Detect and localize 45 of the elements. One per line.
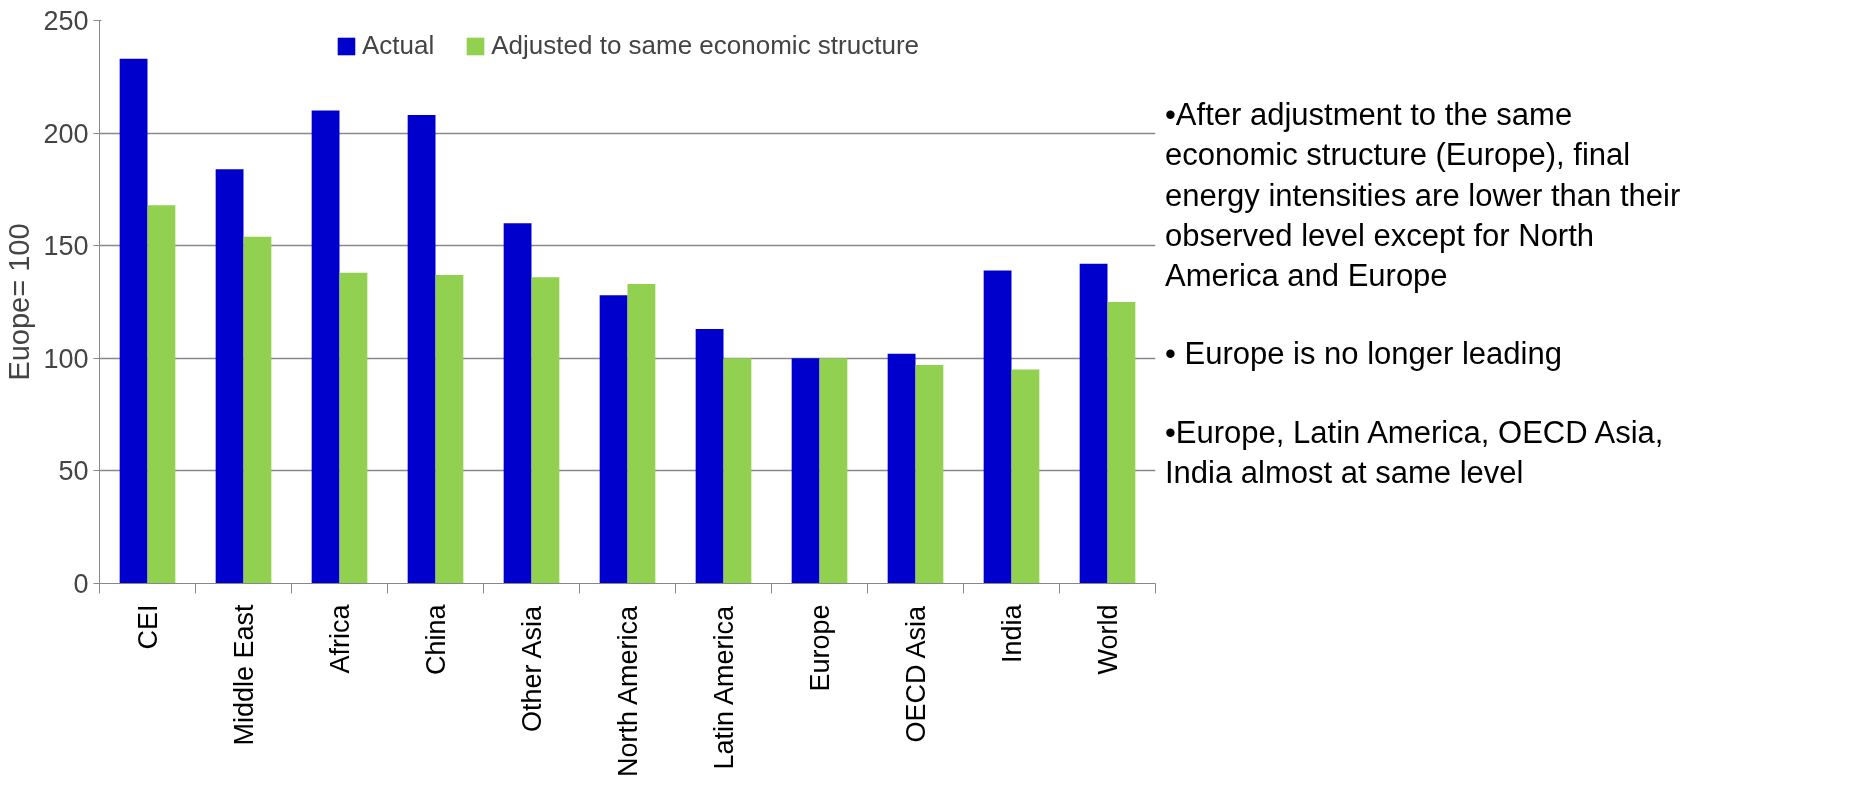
x-tick-label: Middle East [228, 604, 259, 746]
text: •Europe, Latin America, OECD Asia, India almost at same level [1165, 413, 1665, 493]
bar [599, 295, 628, 584]
bar [503, 223, 532, 584]
bar [1107, 302, 1136, 584]
x-tick-label: CEI [132, 604, 163, 650]
x-tick-label: North America [612, 605, 643, 778]
bar [119, 58, 148, 584]
bar [1079, 263, 1108, 584]
text: • Europe is no longer leading [1165, 335, 1563, 374]
x-tick-label: Other Asia [516, 605, 547, 733]
bar [723, 358, 752, 584]
bar [983, 270, 1012, 584]
y-tick-label: 250 [43, 6, 89, 36]
bar [791, 358, 820, 584]
y-tick-label: 200 [43, 118, 89, 149]
bar [915, 365, 944, 584]
x-tick-label: OECD Asia [900, 605, 931, 743]
legend-label: Actual [361, 30, 435, 61]
x-tick-label: Latin America [708, 605, 739, 770]
x-tick-label: World [1092, 604, 1123, 675]
x-tick-label: Africa [324, 603, 355, 674]
legend-label: Adjusted to same economic structure [491, 30, 920, 61]
x-tick-label: China [420, 603, 451, 676]
bar [531, 277, 560, 584]
y-tick-label: 150 [43, 231, 89, 262]
x-tick-label: Europe [804, 604, 835, 692]
bar [627, 283, 656, 584]
y-tick-label: 100 [43, 343, 89, 374]
text: •After adjustment to the same economic structure (Europe), final energy intensities are lower than their observed level except for North America and Europe [1165, 96, 1682, 296]
bar [819, 358, 848, 584]
y-tick-label: 0 [73, 569, 89, 599]
bar [215, 169, 244, 584]
bar [695, 329, 724, 584]
bar [311, 110, 340, 584]
bar [887, 353, 916, 584]
x-tick-label: India [996, 603, 1027, 664]
bar [407, 115, 436, 584]
bar [147, 205, 176, 584]
bar [1011, 369, 1040, 584]
bar [435, 274, 464, 584]
bar [243, 236, 272, 584]
bar [339, 272, 368, 584]
y-axis-title: Euope= 100 [3, 223, 36, 381]
y-tick-label: 50 [58, 456, 89, 487]
